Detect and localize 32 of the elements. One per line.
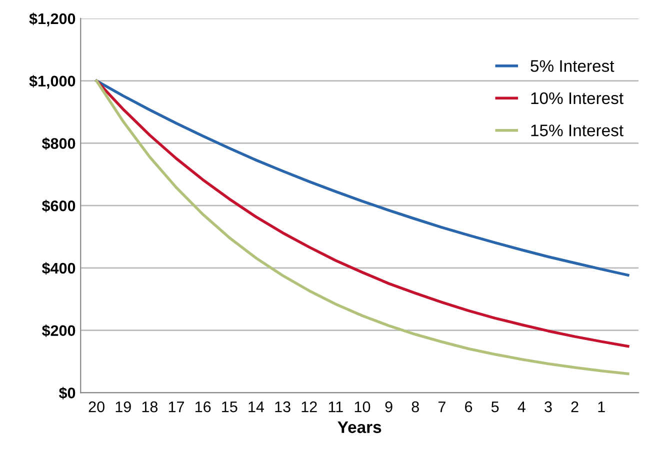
x-tick-label: 6: [465, 401, 472, 412]
x-tick-label: 14: [248, 402, 264, 412]
x-tick-label: 7: [438, 402, 446, 412]
x-tick-label: 17: [168, 402, 184, 412]
y-tick-label: $400: [42, 262, 76, 275]
x-tick-label: 20: [88, 401, 104, 412]
y-tick-label: $0: [58, 386, 76, 400]
y-tick-label: $600: [42, 200, 76, 212]
x-axis-title: Years: [338, 421, 382, 434]
x-tick-label: 5: [491, 402, 499, 412]
x-tick-label: 2: [571, 401, 578, 412]
y-tick-label: $1,000: [29, 75, 76, 89]
y-tick-label: $200: [42, 324, 76, 337]
x-tick-label: 19: [116, 401, 131, 412]
x-tick-label: 4: [518, 402, 526, 412]
x-tick-label: 16: [196, 401, 211, 412]
line-series: [95, 79, 630, 277]
x-tick-label: 13: [275, 401, 290, 412]
legend-label: 10% Interest: [531, 92, 624, 104]
y-tick-label: $1,200: [29, 12, 76, 26]
x-tick-label: 9: [385, 401, 392, 412]
x-tick-label: 1: [598, 402, 605, 412]
x-tick-label: 8: [412, 401, 419, 412]
legend-label: 15% Interest: [531, 124, 624, 136]
y-tick-label: $800: [42, 137, 76, 150]
x-tick-label: 18: [142, 401, 158, 412]
x-tick-label: 3: [544, 401, 552, 412]
x-tick-label: 10: [354, 401, 370, 412]
x-tick-label: 15: [222, 402, 238, 412]
legend-label: 5% Interest: [530, 60, 614, 72]
x-tick-label: 11: [328, 402, 343, 412]
x-tick-label: 12: [302, 401, 317, 412]
